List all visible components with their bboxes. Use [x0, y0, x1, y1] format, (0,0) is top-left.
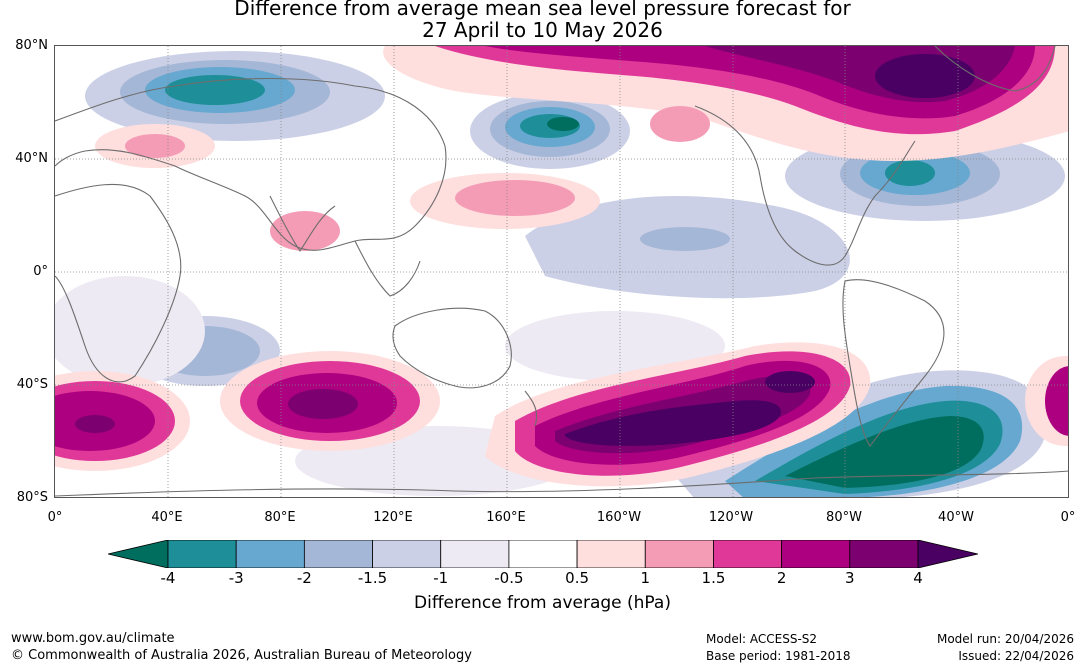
graticule — [55, 46, 1068, 497]
base-period: Base period: 1981-2018 — [706, 649, 851, 663]
anomaly-arctic-center — [875, 54, 975, 98]
positive-anomaly-regions — [55, 46, 1068, 487]
anomaly-casia-high-inner — [125, 134, 185, 158]
colorbar-tick-label: 0.5 — [565, 569, 590, 587]
colorbar-tick-label: 4 — [913, 569, 923, 587]
lon-label-80w: 80°W — [826, 510, 862, 525]
coastline-seasia — [354, 240, 421, 297]
colorbar-tick-label: -4 — [160, 569, 176, 587]
colorbar-tick-label: -0.5 — [494, 569, 524, 587]
footer-model-info: Model: ACCESS-S2 Base period: 1981-2018 — [706, 631, 851, 665]
anomaly-npacific-high — [650, 106, 710, 142]
lon-label-160e: 160°E — [486, 510, 526, 525]
lon-label-120e: 120°E — [373, 510, 413, 525]
footer-dates: Model run: 20/04/2026 Issued: 22/04/2026 — [937, 631, 1074, 665]
anomaly-spacific-center — [565, 400, 781, 446]
colorbar-tick-label: 3 — [845, 569, 855, 587]
colorbar-segment — [167, 540, 237, 568]
colorbar-tick-label: -2 — [296, 569, 312, 587]
colorbar-tick-label: -1 — [433, 569, 449, 587]
colorbar-segment — [372, 540, 442, 568]
anomaly-east-satlantic-inner — [1045, 366, 1068, 436]
colorbar-segment — [508, 540, 578, 568]
colorbar-tick-label: 1.5 — [701, 569, 726, 587]
coastline-antarctica — [55, 470, 1068, 497]
anomaly-siberia-core — [165, 75, 265, 105]
colorbar-segment — [235, 540, 305, 568]
lon-label-0-west: 0° — [47, 510, 63, 525]
lat-label-80s: 80°S — [16, 490, 48, 505]
anomaly-wpacific-inner — [455, 180, 575, 216]
lat-label-0: 0° — [33, 264, 48, 279]
colorbar-segment — [576, 540, 646, 568]
coastline-south-america — [842, 279, 945, 447]
negative-anomaly-regions — [85, 51, 1065, 497]
lon-label-0-east: 0° — [1060, 510, 1076, 525]
coastline-greenland — [934, 46, 1056, 92]
colorbar-segment — [781, 540, 851, 568]
lon-label-40w: 40°W — [938, 510, 974, 525]
title-line-1: Difference from average mean sea level p… — [234, 0, 851, 20]
map-canvas — [55, 46, 1068, 497]
colorbar-title: Difference from average (hPa) — [414, 593, 671, 613]
anomaly-safrica-core — [75, 415, 115, 433]
anomaly-satlantic-core — [785, 416, 984, 488]
lon-label-120w: 120°W — [708, 510, 754, 525]
colorbar-extend-high — [917, 540, 978, 568]
coastline-north-america — [694, 105, 916, 266]
footer-left: www.bom.gov.au/climate © Commonwealth of… — [11, 630, 472, 664]
anomaly-tropical-pacific-inner — [640, 227, 730, 251]
title-line-2: 27 April to 10 May 2026 — [422, 18, 663, 42]
coastline-newzealand — [524, 390, 538, 427]
lon-label-160w: 160°W — [596, 510, 642, 525]
lon-label-80e: 80°E — [264, 510, 296, 525]
anomaly-africa-weak — [55, 276, 205, 386]
model-run-date: Model run: 20/04/2026 — [936, 632, 1074, 646]
colorbar-tick-label: 2 — [776, 569, 787, 587]
website-link[interactable]: www.bom.gov.au/climate — [11, 631, 175, 646]
colorbar-segment — [440, 540, 510, 568]
lat-label-40n: 40°N — [15, 151, 48, 166]
anomaly-natlantic-core — [885, 160, 935, 186]
anomaly-npacific-center — [547, 117, 579, 131]
coastlines — [55, 46, 1068, 497]
copyright-text: © Commonwealth of Australia 2026, Austra… — [11, 648, 472, 663]
issued-date: Issued: 22/04/2026 — [958, 649, 1074, 663]
model-name: Model: ACCESS-S2 — [706, 632, 818, 646]
lat-label-40s: 40°S — [16, 377, 48, 392]
lat-label-80n: 80°N — [15, 38, 48, 53]
coastline-australia — [392, 307, 512, 389]
map-title: Difference from average mean sea level p… — [0, 0, 1085, 41]
colorbar-segment — [849, 540, 919, 568]
coastline-india — [269, 195, 336, 252]
colorbar-extend-low — [108, 540, 169, 568]
coastline-africa — [55, 183, 182, 383]
colorbar-segment — [713, 540, 783, 568]
pressure-anomaly-map — [54, 45, 1069, 498]
colorbar-tick-label: 1 — [640, 569, 651, 587]
anomaly-spacific-east-center — [765, 371, 815, 393]
colorbar-segment — [303, 540, 373, 568]
coastline-eurasia — [55, 77, 447, 251]
colorbar — [108, 540, 978, 568]
anomaly-sindian-core — [288, 389, 358, 419]
lon-label-40e: 40°E — [151, 510, 183, 525]
colorbar-tick-label: -3 — [228, 569, 244, 587]
colorbar-tick-label: -1.5 — [357, 569, 388, 587]
colorbar-segment — [644, 540, 714, 568]
